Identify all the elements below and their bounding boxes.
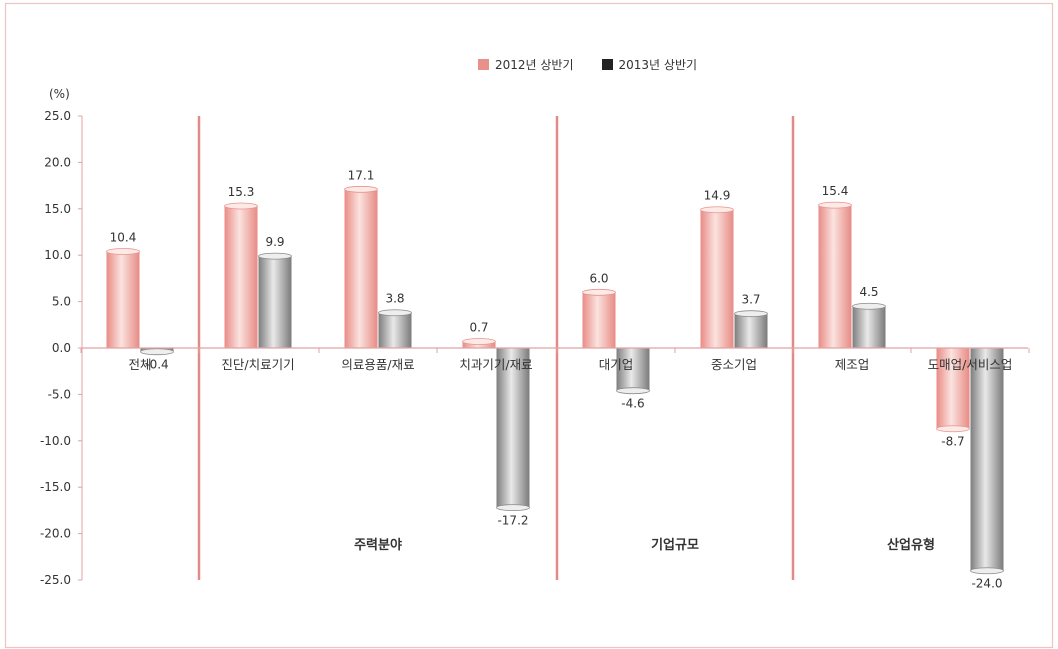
category-label: 대기업 bbox=[599, 357, 634, 372]
bar-2-2 bbox=[378, 312, 412, 348]
value-label: 6.0 bbox=[589, 271, 608, 285]
legend-item-2013: 2013년 상반기 bbox=[601, 56, 698, 73]
category-label: 중소기업 bbox=[711, 357, 757, 372]
value-label: 3.7 bbox=[741, 293, 760, 307]
legend-item-2012: 2012년 상반기 bbox=[478, 56, 574, 73]
value-label: 15.4 bbox=[822, 184, 849, 198]
legend-swatch-2012 bbox=[478, 59, 489, 70]
bar-2-4 bbox=[616, 348, 650, 391]
bar-cap-2-3 bbox=[496, 504, 530, 512]
y-tick-label: -25.0 bbox=[40, 573, 71, 587]
y-axis-label: (%) bbox=[49, 87, 70, 101]
value-label: -4.6 bbox=[621, 397, 644, 411]
value-label: 10.4 bbox=[110, 230, 137, 244]
y-tick-label: -10.0 bbox=[40, 434, 71, 448]
y-tick-label: 20.0 bbox=[44, 155, 71, 169]
bar-cap-2-7 bbox=[970, 567, 1004, 575]
value-label: -0.4 bbox=[145, 358, 168, 372]
bar-cap-1-6 bbox=[818, 201, 852, 209]
value-label: 15.3 bbox=[228, 185, 255, 199]
bar-1-7 bbox=[936, 348, 970, 429]
bar-cap-1-2 bbox=[344, 185, 378, 193]
value-label: -8.7 bbox=[941, 435, 964, 449]
y-tick-label: 15.0 bbox=[44, 202, 71, 216]
group-labels: 주력분야 기업규모 산업유형 bbox=[354, 537, 935, 553]
group-label: 산업유형 bbox=[887, 537, 935, 553]
bar-2-6 bbox=[852, 306, 886, 348]
category-label: 의료용품/재료 bbox=[341, 357, 414, 372]
group-label: 기업규모 bbox=[651, 538, 699, 553]
category-label: 전체 bbox=[128, 357, 151, 372]
bar-cap-1-4 bbox=[582, 288, 616, 296]
bars bbox=[106, 185, 1004, 575]
bar-1-2 bbox=[344, 189, 378, 348]
bar-cap-1-1 bbox=[224, 202, 258, 210]
category-label: 진단/치료기기 bbox=[221, 357, 294, 372]
bar-cap-2-2 bbox=[378, 309, 412, 317]
category-label: 치과기기/재료 bbox=[459, 357, 532, 372]
bar-1-0 bbox=[106, 251, 140, 348]
y-tick-label: 0.0 bbox=[52, 341, 71, 355]
value-labels: 10.4 15.3 17.1 0.7 6.0 14.9 15.4 -8.7 -0.4 9.9 3.8… bbox=[110, 168, 1003, 590]
y-tick-label: -20.0 bbox=[40, 527, 71, 541]
value-label: 3.8 bbox=[385, 292, 404, 306]
category-labels: 전체 진단/치료기기 의료용품/재료 치과기기/재료 대기업 중소기업 제조업 도매업/서비스… bbox=[128, 357, 1012, 372]
bar-cap-1-0 bbox=[106, 248, 140, 255]
bar-cap-2-1 bbox=[258, 252, 292, 260]
bar-1-4 bbox=[582, 292, 616, 348]
y-tick-label: -15.0 bbox=[40, 480, 71, 494]
value-label: 0.7 bbox=[469, 321, 488, 335]
value-label: -17.2 bbox=[497, 514, 528, 528]
value-label: 17.1 bbox=[348, 168, 375, 182]
bar-cap-2-5 bbox=[734, 310, 768, 318]
category-label: 도매업/서비스업 bbox=[928, 357, 1013, 372]
value-label: -24.0 bbox=[971, 577, 1002, 591]
bar-1-6 bbox=[818, 205, 852, 348]
y-tick-label: 25.0 bbox=[44, 109, 71, 123]
bar-2-3 bbox=[496, 348, 530, 508]
value-label: 14.9 bbox=[704, 189, 731, 203]
bar-cap-2-6 bbox=[852, 302, 886, 310]
category-label: 제조업 bbox=[835, 357, 870, 372]
bar-1-1 bbox=[224, 206, 258, 348]
legend-label-2012: 2012년 상반기 bbox=[495, 58, 574, 72]
value-label: 4.5 bbox=[859, 285, 878, 299]
group-label: 주력분야 bbox=[354, 537, 402, 553]
bar-cap-1-5 bbox=[700, 206, 734, 214]
x-axis bbox=[80, 347, 1030, 353]
legend-swatch-2013 bbox=[601, 59, 613, 70]
legend: 2012년 상반기 2013년 상반기 bbox=[478, 56, 725, 73]
y-tick-label: 5.0 bbox=[52, 295, 71, 309]
chart-border bbox=[4, 2, 1054, 649]
y-axis: 25.0 20.0 15.0 10.0 5.0 0.0 -5.0 -10.0 -15.0 -20.… bbox=[40, 109, 83, 587]
bar-1-5 bbox=[700, 209, 734, 348]
y-tick-label: -5.0 bbox=[48, 387, 71, 401]
bar-2-5 bbox=[734, 313, 768, 348]
bar-cap-1-3 bbox=[462, 338, 496, 345]
y-tick-label: 10.0 bbox=[44, 248, 71, 262]
legend-label-2013: 2013년 상반기 bbox=[618, 58, 698, 72]
bar-2-7 bbox=[970, 348, 1004, 571]
bar-cap-2-4 bbox=[616, 387, 650, 395]
bar-cap-2-0 bbox=[140, 348, 174, 356]
bar-2-1 bbox=[258, 256, 292, 348]
value-label: 9.9 bbox=[265, 235, 284, 249]
bar-cap-1-7 bbox=[936, 425, 970, 433]
